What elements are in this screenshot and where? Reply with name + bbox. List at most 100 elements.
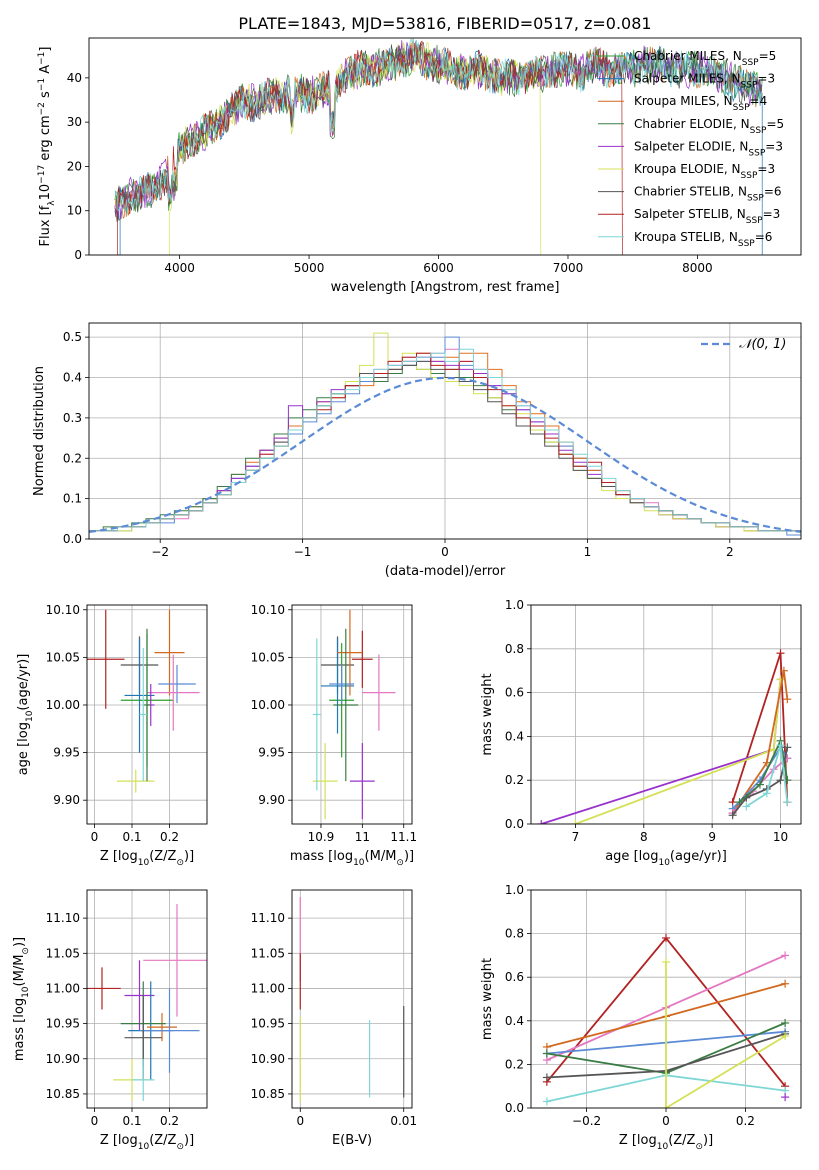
- y-tick-label: 9.90: [53, 793, 80, 807]
- x-tick-label: 2: [726, 545, 734, 559]
- y-tick-label: 10.85: [251, 1087, 285, 1101]
- y-tick-label: 1.0: [505, 883, 524, 897]
- y-axis-label-part: A: [38, 65, 53, 78]
- y-tick-label: 0.2: [505, 773, 524, 787]
- legend-label-sub: SSP: [750, 126, 767, 136]
- panel-residuals: −2 −1 0 1 2 0.0 0.1 0.2 0.3 0.4 0.5 (data-model)/er…: [32, 322, 802, 579]
- legend-label: Kroupa STELIB, NSSP=6: [634, 230, 772, 249]
- y-tick-label: 0.6: [505, 970, 524, 984]
- legend-label-sub: SSP: [741, 81, 758, 91]
- y-tick-label: 11.05: [46, 946, 80, 960]
- y-axis-label: age [log10(age/yr)]: [16, 654, 35, 776]
- y-tick-label: 0.8: [505, 642, 524, 656]
- x-axis-label-part: 10: [658, 858, 670, 868]
- plot-area: [114, 38, 763, 255]
- panels: 4000 5000 6000 7000 8000010203040wavelength …: [12, 37, 802, 1152]
- y-tick-label: 0.4: [505, 1014, 524, 1028]
- y-axis-label-part: −2: [37, 102, 47, 115]
- x-axis-label-part: (Z/Z: [149, 849, 176, 864]
- y-tick-label: 20: [67, 159, 82, 173]
- y-axis-label-part: ]: [38, 47, 53, 52]
- x-axis-label-part: (Z/Z: [149, 1133, 176, 1148]
- weight-line: [731, 670, 789, 814]
- y-tick-label: 0.3: [63, 411, 82, 425]
- x-tick-label: 8000: [682, 261, 713, 275]
- x-tick-label: 0: [296, 1114, 304, 1128]
- y-tick-label: 10.05: [46, 650, 80, 664]
- axes-frame: [86, 604, 208, 825]
- legend-label: Kroupa ELODIE, NSSP=3: [634, 162, 775, 181]
- axes-frame: [530, 604, 802, 825]
- x-tick-label: 11: [355, 830, 370, 844]
- plot-area: [89, 323, 801, 539]
- y-tick-label: 9.90: [258, 793, 285, 807]
- legend-label-part: Kroupa STELIB, N: [634, 230, 738, 244]
- x-tick-label: 0: [662, 1114, 670, 1128]
- y-tick-label: 0.8: [505, 927, 524, 941]
- y-tick-label: 10.10: [251, 603, 285, 617]
- y-axis-label-part: 10: [38, 184, 53, 201]
- legend-label-sub: SSP: [733, 103, 750, 113]
- y-axis-label: mass weight: [480, 958, 495, 1040]
- legend-label-sub: SSP: [747, 194, 764, 204]
- y-tick-label: 0.1: [63, 492, 82, 506]
- y-tick-label: 10.90: [251, 1052, 285, 1066]
- x-tick-label: 0: [91, 1114, 99, 1128]
- spectrum-line: [117, 40, 623, 255]
- y-axis-label: mass weight: [480, 673, 495, 755]
- y-tick-label: 10.85: [46, 1087, 80, 1101]
- y-axis-label-part: 10: [25, 710, 35, 722]
- legend-label-part: =5: [759, 49, 777, 63]
- panel-spectrum: 4000 5000 6000 7000 8000 0 10 20 30 40 wavelength …: [37, 37, 802, 295]
- x-tick-label: −1: [294, 545, 312, 559]
- legend-label-part: =3: [757, 72, 775, 86]
- x-tick-label: 6000: [423, 261, 454, 275]
- panel-age-vs-mass: 10.9 11 11.1 9.90 9.95 10.00 10.05 10.10 mass [l…: [251, 603, 417, 868]
- panel-mass-vs-Z: 0 0.1 0.2 10.85 10.90 10.95 11.00 11.05 11.10 Z […: [12, 889, 208, 1152]
- x-axis-label-part: (age/yr)]: [670, 849, 727, 864]
- y-tick-label: 0.2: [63, 451, 82, 465]
- weight-line: [541, 679, 782, 824]
- panel-mass-vs-EBV: 0 0.01 10.85 10.90 10.95 11.00 11.05 11.10 E(B-V…: [251, 889, 417, 1148]
- legend-label-part: =3: [763, 207, 781, 221]
- x-tick-label: 8: [640, 830, 648, 844]
- gaussian-curve: [89, 376, 801, 533]
- y-tick-label: 11.00: [46, 981, 80, 995]
- x-axis-label-part: (M/M: [365, 849, 397, 864]
- x-tick-label: 10: [773, 830, 788, 844]
- legend-label-part: Chabrier MILES, N: [634, 49, 742, 63]
- legend-label-part: Salpeter MILES, N: [634, 72, 741, 86]
- legend-label-part: Chabrier ELODIE, N: [634, 117, 750, 131]
- x-axis-label: (data-model)/error: [385, 564, 506, 579]
- plot-area: [87, 605, 207, 824]
- y-tick-label: 10.00: [46, 698, 80, 712]
- x-axis-label-part: (Z/Z: [668, 1133, 695, 1148]
- x-axis-label: age [log10(age/yr)]: [605, 849, 727, 868]
- y-tick-label: 10.95: [46, 1017, 80, 1031]
- y-tick-label: 11.05: [251, 946, 285, 960]
- y-tick-label: 0.0: [505, 817, 524, 831]
- y-axis-label-part: age [log: [16, 722, 31, 775]
- legend-label: Salpeter STELIB, NSSP=3: [634, 207, 780, 226]
- plot-area: [87, 890, 207, 1108]
- legend-label: Chabrier ELODIE, NSSP=5: [634, 117, 784, 136]
- legend-label-part: Kroupa ELODIE, N: [634, 162, 741, 176]
- x-tick-label: 0.2: [160, 1114, 179, 1128]
- x-tick-label: 0.2: [736, 1114, 755, 1128]
- legend-label-part: Salpeter ELODIE, N: [634, 139, 748, 153]
- y-tick-label: 10: [67, 204, 82, 218]
- plot-area: [292, 605, 412, 824]
- x-axis-label-part: ⊙: [176, 858, 184, 868]
- x-axis-label: Z [log10(Z/Z⊙)]: [100, 1133, 194, 1152]
- x-tick-label: 0.1: [122, 1114, 141, 1128]
- y-axis-label-part: (M/M: [12, 955, 27, 987]
- y-axis-label-part: Flux [f: [38, 205, 53, 246]
- x-axis-label-part: 10: [657, 1142, 669, 1152]
- spectrum-line: [114, 38, 763, 216]
- y-tick-label: 10.00: [251, 698, 285, 712]
- weight-line: [745, 744, 789, 808]
- x-tick-label: 0: [91, 830, 99, 844]
- x-tick-label: 5000: [294, 261, 325, 275]
- x-axis-label-part: age [log: [605, 849, 658, 864]
